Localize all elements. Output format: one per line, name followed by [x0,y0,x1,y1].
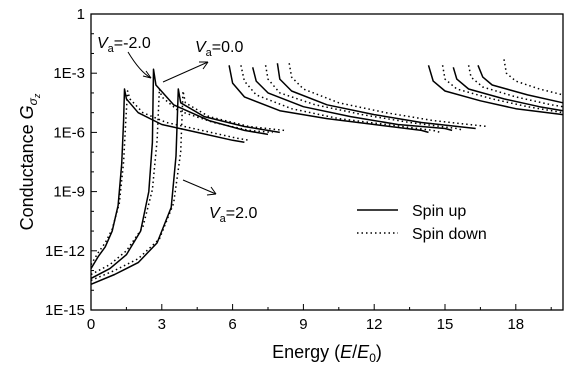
data-curves [90,59,564,285]
curve-spin-down-1 [90,88,273,276]
curve-spin-up-6 [427,65,564,116]
x-tick-label: 3 [158,316,166,333]
svg-text:Va=2.0: Va=2.0 [209,205,257,225]
y-tick-label: 1E-3 [53,65,85,82]
curve-spin-down-7 [467,65,564,108]
spin-down-series [90,59,564,282]
legend-label-spin-down: Spin down [412,226,487,243]
curve-spin-up-4 [251,67,453,132]
curve-spin-down-3 [240,65,441,134]
curve-spin-down-5 [288,63,488,128]
annotation-va-minus2: Va=-2.0 [97,35,152,79]
y-tick-label: 1E-6 [53,124,85,141]
curve-spin-down-6 [441,65,564,114]
legend: Spin up Spin down [357,203,487,243]
spin-up-series [90,63,564,285]
plot-frame [90,13,564,311]
annotation-va-0: Va=0.0 [162,39,243,83]
curve-spin-down-0 [90,90,250,265]
x-tick-label: 6 [228,316,236,333]
legend-label-spin-up: Spin up [412,203,466,220]
svg-text:Va=0.0: Va=0.0 [195,39,243,59]
curve-spin-down-4 [264,65,465,132]
y-axis-label: Conductance Gσz [17,93,42,230]
x-tick-label: 15 [437,316,454,333]
svg-text:Va=-2.0: Va=-2.0 [97,35,151,55]
x-tick-label: 18 [507,316,524,333]
curve-spin-down-2 [90,90,285,282]
y-tick-label: 1E-9 [53,184,85,201]
y-tick-label: 1E-12 [45,243,85,260]
x-tick-label: 12 [366,316,383,333]
curve-spin-up-8 [477,65,564,104]
x-tick-label: 0 [87,316,95,333]
curve-spin-up-1 [90,68,269,280]
curve-spin-up-3 [228,65,429,134]
x-tick-label: 9 [299,316,307,333]
curve-spin-up-7 [452,67,564,112]
curve-spin-up-2 [90,88,280,285]
curve-spin-up-0 [90,88,245,269]
y-tick-label: 1 [77,6,85,23]
x-axis-label: Energy (E/E0) [272,342,382,365]
curve-spin-down-8 [503,59,564,96]
y-tick-label: 1E-15 [45,302,85,319]
curve-spin-up-5 [276,63,476,130]
axis-ticks: 0 3 6 9 12 15 18 1E-15 1E-12 1E-9 1E-6 1E-3 1 [45,6,552,333]
annotation-va-2: Va=2.0 [182,179,257,225]
